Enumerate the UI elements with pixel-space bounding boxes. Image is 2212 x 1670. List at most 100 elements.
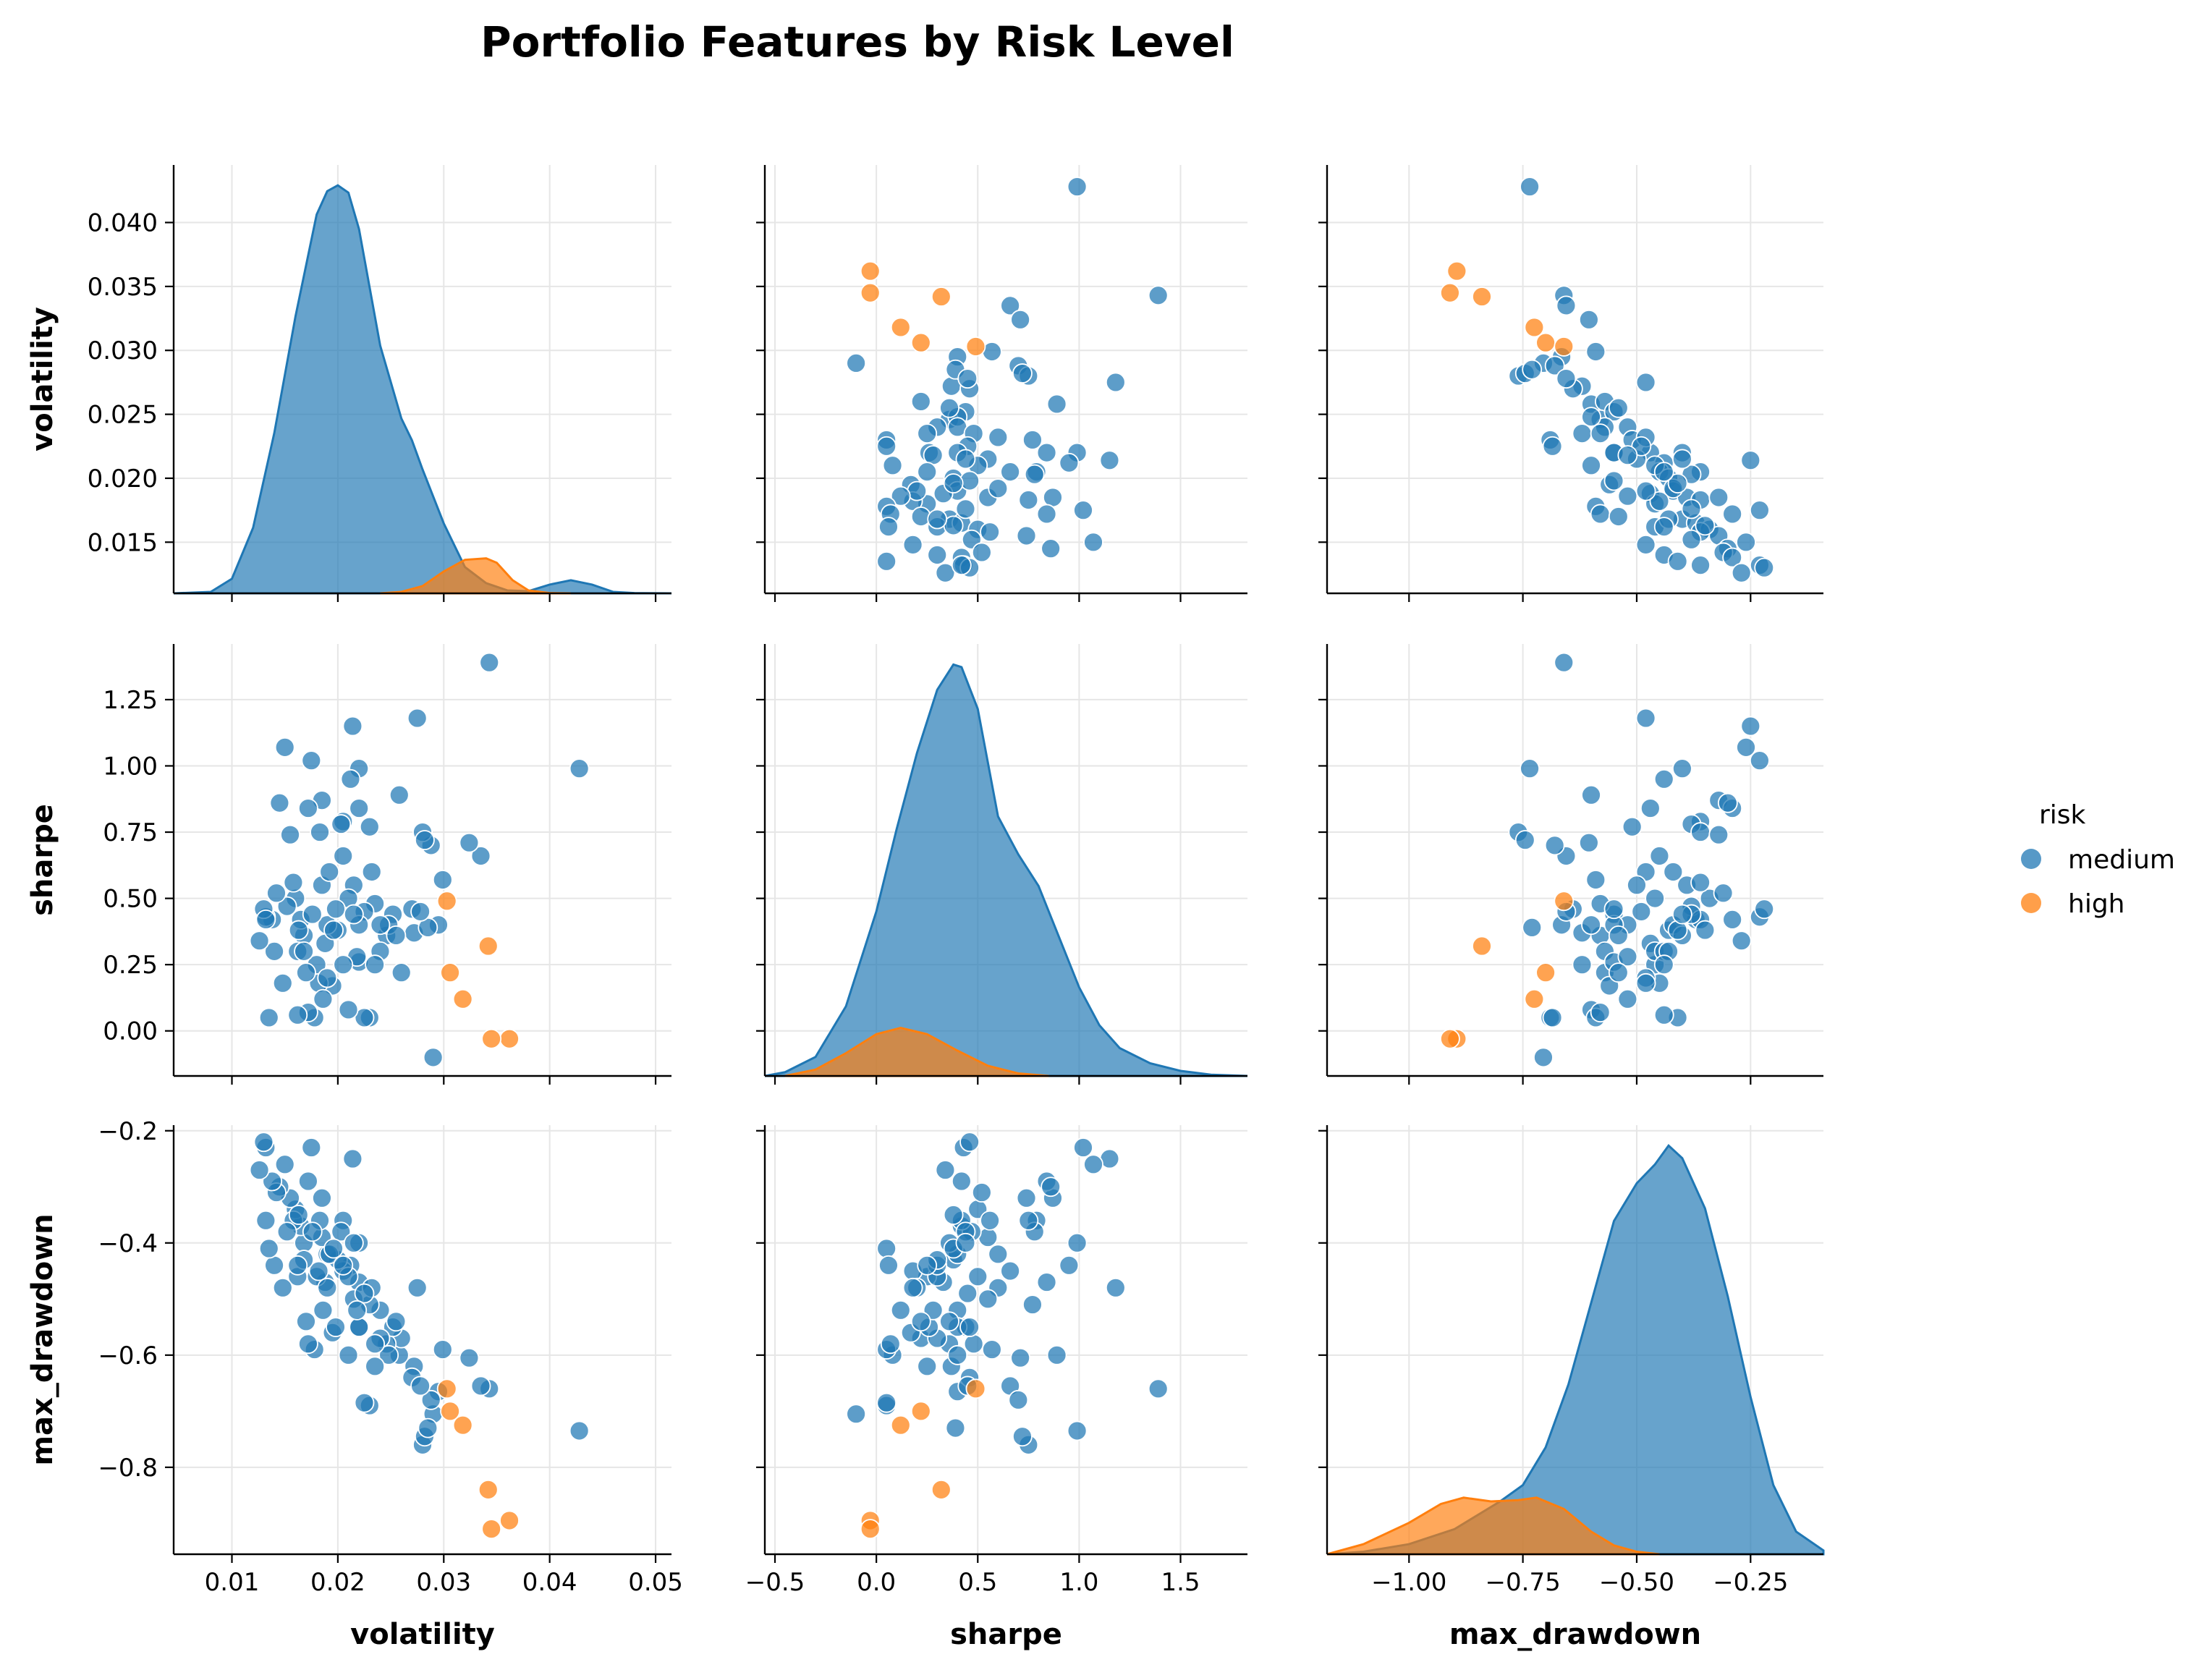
point-medium <box>1067 177 1088 197</box>
point-medium <box>943 473 964 493</box>
x-tick-label: 0.0 <box>857 1568 896 1597</box>
point-medium <box>1722 547 1743 568</box>
point-medium <box>1572 423 1593 444</box>
point-medium <box>338 999 359 1020</box>
point-medium <box>1036 442 1057 463</box>
point-medium <box>1059 452 1080 473</box>
point-medium <box>1581 407 1601 428</box>
point-medium <box>470 846 491 866</box>
point-medium <box>1690 555 1711 576</box>
point-medium <box>365 1334 386 1355</box>
point-medium <box>1522 917 1543 938</box>
point-medium <box>343 904 364 925</box>
x-tick-label: 1.5 <box>1161 1568 1200 1597</box>
point-medium <box>1000 462 1021 483</box>
point-medium <box>917 1255 938 1276</box>
point-medium <box>1522 359 1543 380</box>
point-medium <box>317 967 338 988</box>
point-medium <box>1542 1007 1563 1028</box>
point-medium <box>432 1339 453 1360</box>
point-medium <box>1590 1002 1611 1022</box>
x-tick-label: −0.5 <box>745 1568 805 1597</box>
point-medium <box>1036 1272 1057 1292</box>
kde-high-max_drawdown <box>1326 1496 1660 1556</box>
point-medium <box>1749 500 1770 521</box>
point-medium <box>249 1160 270 1180</box>
point-medium <box>1695 515 1716 536</box>
point-medium <box>287 1004 308 1025</box>
point-high <box>910 1401 931 1422</box>
point-medium <box>326 899 346 920</box>
point-medium <box>1617 486 1638 506</box>
x-tick-label: 0.5 <box>958 1568 997 1597</box>
point-medium <box>479 652 500 673</box>
point-medium <box>333 1255 354 1276</box>
x-tick-label: −1.00 <box>1371 1568 1446 1597</box>
point-high <box>1524 988 1545 1009</box>
point-medium <box>967 1266 988 1287</box>
legend-label-high: high <box>2068 889 2125 919</box>
point-medium <box>951 555 972 576</box>
point-medium <box>1635 972 1656 993</box>
point-medium <box>1018 1210 1039 1231</box>
point-medium <box>1000 295 1021 316</box>
point-medium <box>432 870 453 890</box>
point-high <box>452 1415 473 1436</box>
point-medium <box>1581 915 1601 936</box>
point-medium <box>301 1137 322 1158</box>
point-medium <box>269 792 290 813</box>
point-medium <box>939 397 959 418</box>
point-medium <box>349 1317 370 1337</box>
point-medium <box>846 1404 867 1425</box>
point-medium <box>890 486 911 506</box>
point-medium <box>1533 1047 1554 1068</box>
point-medium <box>1617 946 1638 967</box>
legend: risk medium high <box>2021 800 2175 919</box>
point-medium <box>288 920 309 941</box>
point-medium <box>957 368 978 389</box>
point-high <box>860 1519 881 1540</box>
x-axis-label-volatility: volatility <box>350 1618 495 1651</box>
point-medium <box>333 846 354 866</box>
point-medium <box>951 1171 972 1192</box>
point-high <box>860 282 881 303</box>
point-high <box>436 891 457 912</box>
point-medium <box>1635 372 1656 393</box>
panel-sharpe-vs-volatility: 0.00 0.25 0.50 0.75 1.00 1.25 sharpe <box>26 644 671 1085</box>
point-medium <box>880 1334 901 1355</box>
y-tick-label: 0.25 <box>103 951 158 980</box>
point-medium <box>1713 883 1734 904</box>
point-medium <box>272 1277 293 1298</box>
y-tick-label: 0.040 <box>88 209 158 238</box>
y-tick-label: 1.25 <box>103 686 158 715</box>
point-medium <box>1635 480 1656 501</box>
point-medium <box>959 1132 980 1153</box>
point-medium <box>1148 1378 1169 1399</box>
point-medium <box>1520 758 1540 779</box>
point-medium <box>333 954 354 975</box>
point-medium <box>1736 532 1756 553</box>
y-axis-label-max_drawdown: max_drawdown <box>26 1213 59 1465</box>
y-tick-label: 1.00 <box>103 752 158 781</box>
panel-volatility-vs-sharpe <box>756 165 1247 602</box>
y-tick-label: 0.75 <box>103 818 158 847</box>
point-medium <box>288 1205 309 1225</box>
point-high <box>1472 287 1492 307</box>
point-medium <box>1590 504 1611 525</box>
point-medium <box>459 1347 480 1368</box>
point-medium <box>302 1221 323 1242</box>
point-medium <box>420 1389 441 1410</box>
point-medium <box>955 449 976 470</box>
point-medium <box>1041 538 1061 559</box>
point-medium <box>1653 462 1674 483</box>
y-tick-label: 0.020 <box>88 465 158 493</box>
point-medium <box>272 972 293 993</box>
point-medium <box>1608 397 1629 418</box>
point-medium <box>988 427 1009 448</box>
point-medium <box>1731 931 1752 951</box>
point-medium <box>308 1260 329 1281</box>
y-tick-label: 0.015 <box>88 528 158 557</box>
point-medium <box>1681 499 1702 520</box>
point-medium <box>1016 1187 1037 1208</box>
point-medium <box>407 708 428 729</box>
